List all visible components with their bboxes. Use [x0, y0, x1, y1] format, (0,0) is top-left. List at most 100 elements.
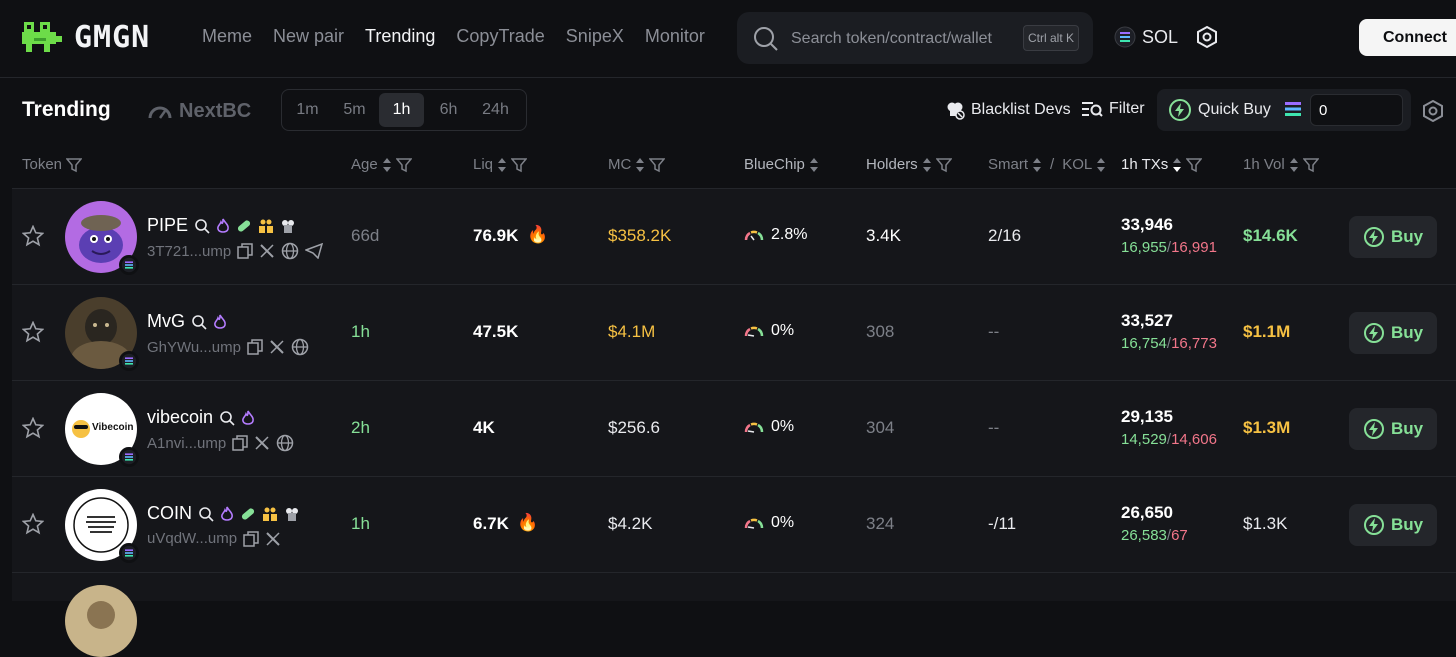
- connect-button[interactable]: Connect: [1359, 19, 1456, 56]
- sort-icon[interactable]: [635, 157, 645, 173]
- nav-trending[interactable]: Trending: [365, 26, 436, 46]
- col-age[interactable]: Age: [351, 156, 412, 173]
- col-smart-label: Smart: [988, 156, 1029, 173]
- x-twitter-icon[interactable]: [259, 243, 275, 259]
- main-nav: Meme New pair Trending CopyTrade SnipeX …: [202, 26, 705, 47]
- fire-icon: 🔥: [517, 513, 539, 532]
- filter-funnel-icon[interactable]: [511, 157, 528, 173]
- timeframe-6h[interactable]: 6h: [439, 101, 458, 118]
- gauge-icon: [744, 326, 764, 337]
- copy-icon[interactable]: [232, 435, 248, 451]
- sort-icon[interactable]: [1032, 157, 1042, 173]
- mc-value: $4.1M: [608, 322, 656, 341]
- quick-buy-amount-input[interactable]: [1310, 94, 1403, 126]
- buy-button[interactable]: Buy: [1349, 216, 1437, 258]
- buy-button[interactable]: Buy: [1349, 408, 1437, 450]
- table-row[interactable]: [12, 572, 1456, 657]
- buy-button[interactable]: Buy: [1349, 312, 1437, 354]
- copy-icon[interactable]: [237, 243, 253, 259]
- token-avatar[interactable]: Vibecoin: [65, 393, 137, 465]
- smart-kol-value: --: [988, 322, 1000, 341]
- timeframe-5m[interactable]: 5m: [343, 101, 366, 118]
- col-mc[interactable]: MC: [608, 156, 666, 173]
- token-name[interactable]: COIN: [147, 503, 300, 524]
- search-icon[interactable]: [219, 410, 235, 426]
- telegram-icon[interactable]: [305, 243, 324, 259]
- nav-monitor[interactable]: Monitor: [644, 26, 705, 46]
- search-icon[interactable]: [198, 506, 214, 522]
- chef-hat-icon: [947, 102, 965, 120]
- nextbc-tab[interactable]: NextBC: [147, 100, 251, 123]
- sort-icon[interactable]: [497, 157, 507, 173]
- filter-funnel-icon[interactable]: [1186, 157, 1203, 173]
- table-row[interactable]: MvG GhYWu...ump 1h 47.5K $4.1M 0% 308 --…: [12, 284, 1456, 380]
- blacklist-devs-button[interactable]: Blacklist Devs: [945, 100, 1071, 120]
- filter-funnel-icon[interactable]: [395, 157, 412, 173]
- col-liq[interactable]: Liq: [473, 156, 528, 173]
- search-icon[interactable]: [191, 314, 207, 330]
- buy-button[interactable]: Buy: [1349, 504, 1437, 546]
- nav-snipex[interactable]: SnipeX: [565, 26, 624, 46]
- star-icon[interactable]: [22, 321, 44, 343]
- col-age-label: Age: [351, 156, 378, 173]
- token-avatar[interactable]: [65, 585, 137, 657]
- col-1h-vol[interactable]: 1h Vol: [1243, 156, 1319, 173]
- sort-icon[interactable]: [922, 157, 932, 173]
- col-bluechip[interactable]: BlueChip: [744, 156, 819, 173]
- token-name[interactable]: PIPE: [147, 215, 296, 236]
- filter-button[interactable]: Filter: [1081, 100, 1145, 118]
- filter-funnel-icon[interactable]: [1302, 157, 1319, 173]
- copy-icon[interactable]: [243, 530, 259, 547]
- timeframe-1m[interactable]: 1m: [296, 101, 319, 118]
- nav-new-pair[interactable]: New pair: [273, 26, 345, 46]
- lightning-icon: [1169, 99, 1191, 121]
- table-row[interactable]: PIPE 3T721...ump 66d 76.9K 🔥 $358.2K 2.8…: [12, 188, 1456, 284]
- copy-icon[interactable]: [247, 339, 263, 355]
- globe-icon[interactable]: [276, 434, 294, 452]
- chain-selector[interactable]: SOL: [1114, 26, 1178, 48]
- nav-meme[interactable]: Meme: [202, 26, 253, 46]
- timeframe-24h[interactable]: 24h: [482, 101, 509, 118]
- col-token[interactable]: Token: [22, 156, 83, 173]
- globe-icon[interactable]: [291, 338, 309, 356]
- settings-icon[interactable]: [1422, 100, 1444, 122]
- filter-funnel-icon[interactable]: [649, 157, 666, 173]
- token-name[interactable]: MvG: [147, 311, 227, 332]
- txs-cell: 33,946 16,955/16,991: [1121, 215, 1217, 256]
- buy-label: Buy: [1390, 419, 1424, 438]
- solana-badge-icon: [119, 543, 139, 563]
- sort-icon[interactable]: [1096, 157, 1106, 173]
- token-name[interactable]: vibecoin: [147, 407, 255, 428]
- solana-icon: [1285, 102, 1301, 116]
- mc-value: $4.2K: [608, 514, 653, 533]
- nav-copytrade[interactable]: CopyTrade: [456, 26, 545, 46]
- x-twitter-icon[interactable]: [254, 435, 270, 451]
- search-input[interactable]: Search token/contract/wallet Ctrl alt K: [737, 12, 1093, 64]
- table-row[interactable]: COIN uVqdW...ump 1h 6.7K 🔥 $4.2K 0% 324 …: [12, 476, 1456, 572]
- star-icon[interactable]: [22, 225, 44, 247]
- sort-desc-icon[interactable]: [1172, 157, 1182, 173]
- x-twitter-icon[interactable]: [265, 531, 281, 547]
- table-header: Token Age Liq MC BlueChip Holders Smart …: [0, 142, 1456, 188]
- buy-label: Buy: [1390, 323, 1424, 342]
- timeframe-1h[interactable]: 1h: [379, 93, 424, 127]
- x-twitter-icon[interactable]: [269, 339, 285, 355]
- star-icon[interactable]: [22, 417, 44, 439]
- search-icon[interactable]: [194, 218, 210, 234]
- sort-icon[interactable]: [1289, 157, 1299, 173]
- col-smart-kol[interactable]: Smart / KOL: [988, 156, 1106, 173]
- sort-icon[interactable]: [382, 157, 392, 173]
- logo[interactable]: GMGN: [20, 18, 150, 56]
- table-row[interactable]: Vibecoin vibecoin A1nvi...ump 2h 4K $256…: [12, 380, 1456, 476]
- filter-funnel-icon[interactable]: [66, 157, 83, 173]
- vol-value: $1.3K: [1243, 514, 1288, 533]
- col-holders[interactable]: Holders: [866, 156, 952, 173]
- col-1h-txs[interactable]: 1h TXs: [1121, 156, 1203, 173]
- star-icon[interactable]: [22, 513, 44, 535]
- sort-icon[interactable]: [809, 157, 819, 173]
- txs-split: 16,754/16,773: [1121, 335, 1217, 352]
- page-title[interactable]: Trending: [22, 98, 111, 121]
- filter-funnel-icon[interactable]: [935, 157, 952, 173]
- chain-settings-icon[interactable]: [1195, 25, 1219, 49]
- globe-icon[interactable]: [281, 242, 299, 260]
